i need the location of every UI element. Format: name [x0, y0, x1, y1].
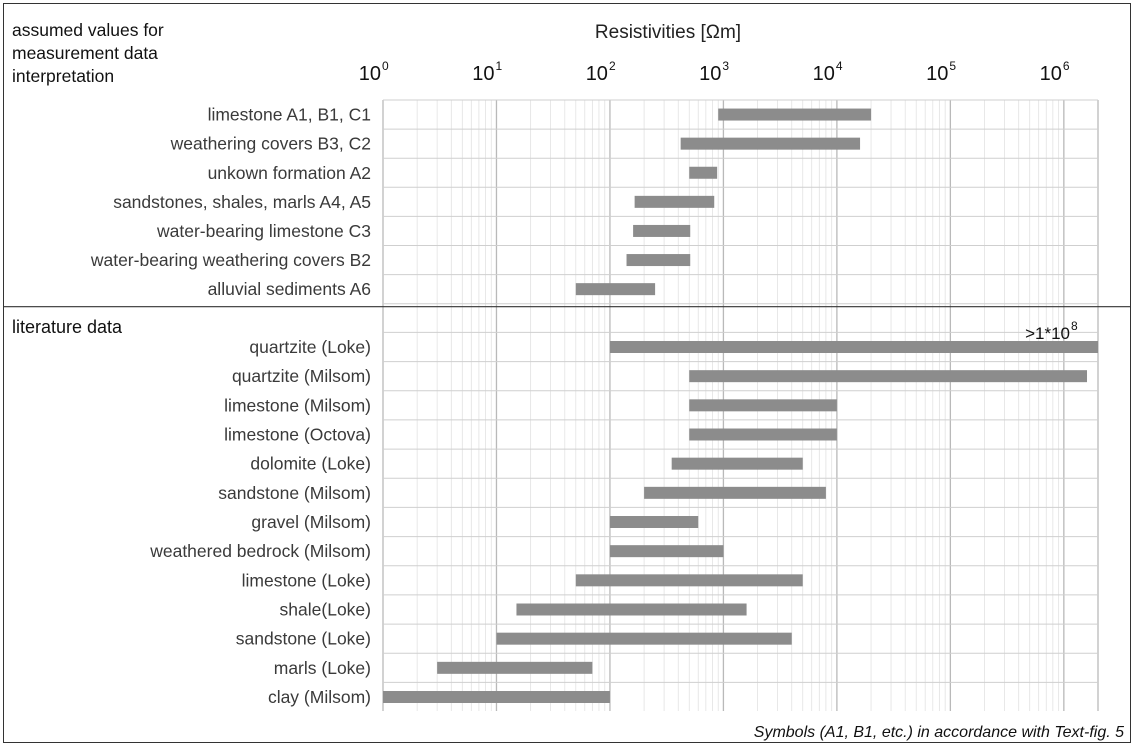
category-label: limestone (Octova) — [224, 425, 371, 445]
range-bar — [680, 137, 861, 150]
corner-label-line-1: assumed values for — [12, 20, 164, 40]
x-tick-exponent: 0 — [382, 59, 389, 73]
range-bar — [633, 224, 691, 237]
range-bar — [689, 166, 718, 179]
range-bar — [383, 691, 610, 703]
range-bar — [609, 341, 1098, 353]
range-bar — [644, 486, 826, 499]
category-label: sandstones, shales, marls A4, A5 — [113, 192, 371, 212]
range-bar — [689, 428, 837, 441]
category-label: quartzite (Milsom) — [232, 366, 371, 386]
overflow-annotation: >1*10 — [1025, 324, 1070, 343]
axis-title: Resistivities [Ωm] — [595, 22, 741, 43]
category-label: water-bearing limestone C3 — [156, 221, 371, 241]
range-bar — [437, 661, 593, 674]
range-bar — [689, 399, 837, 412]
x-tick-label: 10 — [359, 63, 381, 85]
overflow-annotation-exponent: 8 — [1071, 319, 1078, 333]
labels-layer: limestone A1, B1, C1 weathering covers B3… — [12, 105, 1078, 707]
ticks-layer: 10 0 10 1 10 2 10 3 10 4 10 5 10 6 — [359, 59, 1070, 85]
range-bar — [575, 574, 803, 587]
category-label: gravel (Milsom) — [251, 512, 371, 532]
x-tick-exponent: 1 — [495, 59, 502, 73]
category-label: sandstone (Loke) — [236, 629, 371, 649]
range-bar — [689, 370, 1088, 383]
x-tick-label: 10 — [472, 63, 494, 85]
x-tick-exponent: 4 — [836, 59, 843, 73]
category-label: sandstone (Milsom) — [218, 483, 371, 503]
category-label: limestone (Milsom) — [224, 395, 371, 415]
corner-label-line-3: interpretation — [12, 66, 114, 86]
category-label: alluvial sediments A6 — [208, 279, 371, 299]
range-bar — [609, 516, 699, 528]
category-label: limestone (Loke) — [242, 570, 371, 590]
section-label-literature: literature data — [12, 317, 123, 337]
bars-layer — [383, 108, 1098, 703]
range-bar — [609, 545, 724, 558]
category-label: unkown formation A2 — [208, 163, 371, 183]
x-tick-label: 10 — [926, 63, 948, 85]
category-label: weathered bedrock (Milsom) — [149, 541, 371, 561]
figure-frame — [3, 3, 1131, 743]
x-tick-exponent: 2 — [609, 59, 616, 73]
x-tick-exponent: 6 — [1063, 59, 1070, 73]
x-tick-exponent: 5 — [949, 59, 956, 73]
x-tick-label: 10 — [699, 63, 721, 85]
range-bar — [634, 195, 715, 208]
range-bar — [496, 632, 792, 645]
category-label: shale(Loke) — [280, 600, 371, 620]
footer-note: Symbols (A1, B1, etc.) in accordance wit… — [754, 724, 1124, 741]
category-label: weathering covers B3, C2 — [170, 134, 371, 154]
x-tick-label: 10 — [1040, 63, 1062, 85]
range-bar — [575, 283, 656, 296]
category-label: quartzite (Loke) — [249, 337, 371, 357]
category-label: clay (Milsom) — [268, 687, 371, 707]
range-bar — [626, 254, 691, 267]
range-bar — [516, 603, 747, 616]
category-label: dolomite (Loke) — [250, 454, 371, 474]
category-label: water-bearing weathering covers B2 — [90, 250, 371, 270]
x-tick-exponent: 3 — [722, 59, 729, 73]
x-tick-label: 10 — [813, 63, 835, 85]
range-bar — [718, 108, 872, 121]
corner-label-line-2: measurement data — [12, 43, 158, 63]
range-bar — [671, 457, 803, 470]
category-label: marls (Loke) — [274, 658, 371, 678]
category-label: limestone A1, B1, C1 — [208, 105, 371, 125]
x-tick-label: 10 — [586, 63, 608, 85]
